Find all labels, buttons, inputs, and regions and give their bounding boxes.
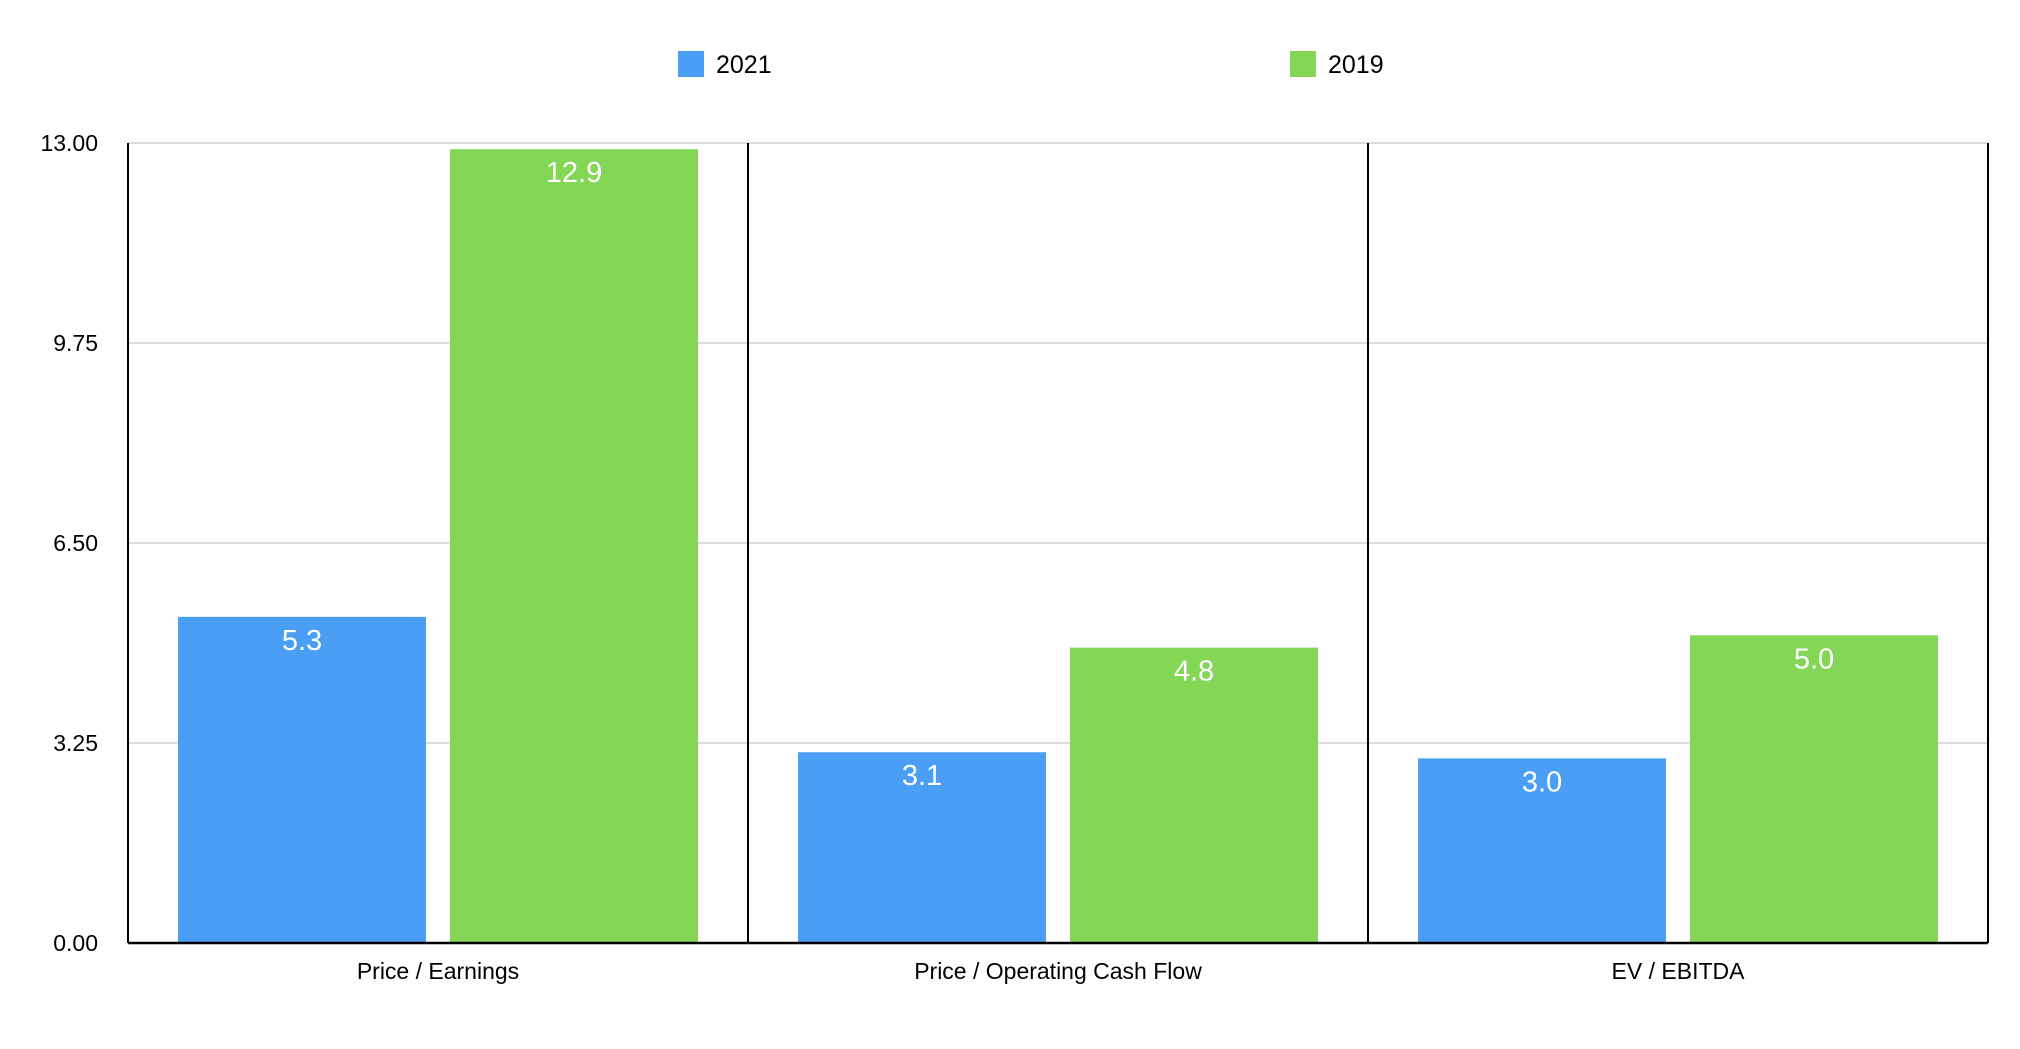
data-label: 5.0	[1794, 643, 1834, 675]
x-category-label: EV / EBITDA	[1612, 958, 1746, 984]
y-tick-label: 6.50	[53, 530, 98, 556]
bar-2021-2	[1418, 758, 1666, 943]
gridlines	[128, 142, 1988, 744]
x-category-label: Price / Earnings	[357, 958, 519, 984]
data-label: 3.0	[1522, 766, 1562, 798]
data-label: 12.9	[546, 157, 602, 189]
legend-label: 2021	[716, 51, 772, 79]
legend-swatch-2021	[678, 51, 704, 77]
bar-2019-2	[1690, 635, 1938, 943]
bar-2019-0	[450, 149, 698, 944]
legend: 2021 2019	[678, 51, 1384, 79]
data-label: 3.1	[902, 760, 942, 792]
y-tick-label: 3.25	[53, 730, 98, 756]
y-tick-label: 9.75	[53, 330, 98, 356]
bar-2019-1	[1070, 647, 1318, 943]
bar-2021-0	[178, 616, 426, 943]
y-tick-label: 0.00	[53, 930, 98, 956]
bar-2021-1	[798, 752, 1046, 943]
legend-label: 2019	[1328, 51, 1384, 79]
y-tick-label: 13.00	[40, 130, 98, 156]
labels: 0.00 3.25 6.50 9.75 13.00 5.3 12.9 Price / Earn…	[40, 130, 1834, 984]
legend-swatch-2019	[1290, 51, 1316, 77]
x-category-label: Price / Operating Cash Flow	[914, 958, 1202, 984]
data-label: 4.8	[1174, 656, 1214, 688]
axes	[127, 143, 1989, 945]
bars	[178, 149, 1938, 944]
data-label: 5.3	[282, 625, 322, 657]
